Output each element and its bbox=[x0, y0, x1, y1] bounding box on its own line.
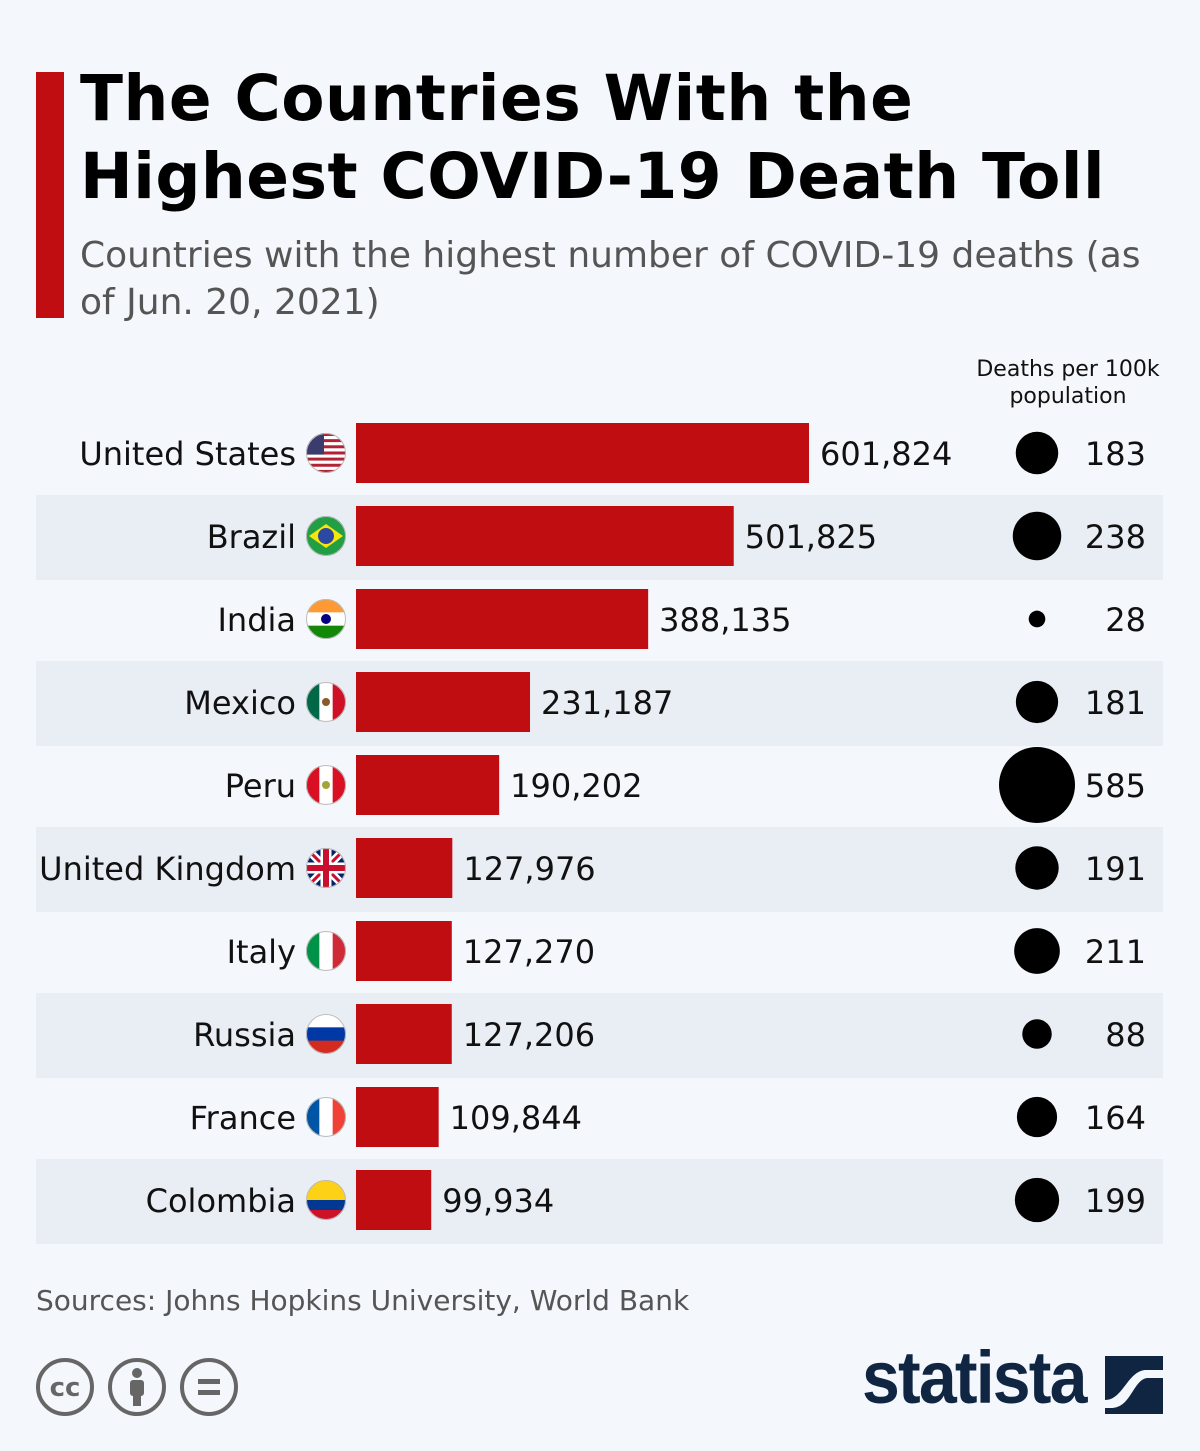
row-band bbox=[36, 993, 1163, 1078]
attribution-icon bbox=[108, 1358, 166, 1416]
column-header-deaths-per-100k: Deaths per 100k population bbox=[976, 357, 1160, 409]
bubble-label: 164 bbox=[1085, 1099, 1146, 1137]
data-label: 127,976 bbox=[463, 850, 595, 888]
bubble bbox=[999, 747, 1075, 823]
title-accent-bar bbox=[36, 72, 64, 318]
svg-text:cc: cc bbox=[50, 1373, 81, 1403]
chart-row: Peru 190,202 585 bbox=[225, 747, 1146, 823]
bubble-label: 183 bbox=[1085, 435, 1146, 473]
row-band bbox=[36, 827, 1163, 912]
bar bbox=[356, 506, 734, 566]
source-note: Sources: Johns Hopkins University, World… bbox=[36, 1284, 690, 1317]
category-label: Russia bbox=[193, 1016, 296, 1054]
bar bbox=[356, 1087, 439, 1147]
category-label: United States bbox=[79, 435, 296, 473]
category-label: France bbox=[190, 1099, 296, 1137]
bubble bbox=[1022, 1019, 1052, 1049]
bubble bbox=[1015, 846, 1059, 890]
chart-row: Italy 127,270 211 bbox=[227, 921, 1146, 981]
bubble-label: 199 bbox=[1085, 1182, 1146, 1220]
bar bbox=[356, 672, 531, 732]
bubble-label: 585 bbox=[1085, 767, 1146, 805]
bubble-label: 238 bbox=[1085, 518, 1146, 556]
data-label: 501,825 bbox=[745, 518, 877, 556]
data-label: 127,270 bbox=[463, 933, 595, 971]
category-label: Peru bbox=[225, 767, 296, 805]
chart-row: France 109,844 164 bbox=[190, 1087, 1146, 1147]
bubble-label: 191 bbox=[1085, 850, 1146, 888]
bar bbox=[356, 423, 809, 483]
data-label: 190,202 bbox=[510, 767, 642, 805]
data-label: 99,934 bbox=[442, 1182, 554, 1220]
category-label: United Kingdom bbox=[39, 850, 296, 888]
brazil-flag-icon bbox=[306, 516, 346, 556]
chart-row: Mexico 231,187 181 bbox=[36, 661, 1163, 746]
chart-row: Colombia 99,934 199 bbox=[36, 1159, 1163, 1244]
bubble-label: 211 bbox=[1085, 933, 1146, 971]
no-derivatives-icon bbox=[180, 1358, 238, 1416]
chart-subtitle: Countries with the highest number of COV… bbox=[80, 235, 1141, 323]
chart-row: United States 601,824 183 bbox=[79, 423, 1146, 483]
bubble bbox=[1012, 511, 1062, 561]
category-label: Italy bbox=[227, 933, 296, 971]
bar bbox=[356, 838, 453, 898]
bar bbox=[356, 921, 452, 981]
colombia-flag-icon bbox=[306, 1180, 346, 1220]
bubble bbox=[1015, 680, 1059, 724]
data-label: 127,206 bbox=[463, 1016, 595, 1054]
bubble bbox=[1028, 610, 1046, 628]
bar bbox=[356, 1170, 432, 1230]
statista-logo: statista bbox=[862, 1336, 1088, 1419]
category-label: Colombia bbox=[146, 1182, 296, 1220]
category-label: Brazil bbox=[207, 518, 296, 556]
bubble-label: 181 bbox=[1085, 684, 1146, 722]
category-label: India bbox=[217, 601, 296, 639]
bar bbox=[356, 1004, 452, 1064]
bubble bbox=[1015, 431, 1059, 475]
statista-logo-mark-icon bbox=[1105, 1356, 1163, 1414]
row-band bbox=[36, 1159, 1163, 1244]
us-flag-icon bbox=[306, 433, 346, 473]
chart-row: Brazil 501,825 238 bbox=[36, 495, 1163, 580]
bubble-label: 28 bbox=[1105, 601, 1146, 639]
data-label: 601,824 bbox=[820, 435, 952, 473]
chart-row: Russia 127,206 88 bbox=[36, 993, 1163, 1078]
chart-row: United Kingdom 127,976 191 bbox=[36, 827, 1163, 912]
category-label: Mexico bbox=[184, 684, 296, 722]
creative-commons-icon: cc bbox=[36, 1358, 94, 1416]
bubble bbox=[1016, 1096, 1058, 1138]
data-label: 231,187 bbox=[541, 684, 673, 722]
uk-flag-icon bbox=[306, 848, 346, 888]
bar bbox=[356, 755, 500, 815]
bubble bbox=[1014, 1177, 1060, 1223]
row-band bbox=[36, 661, 1163, 746]
data-label: 109,844 bbox=[450, 1099, 582, 1137]
chart-title: The Countries With the Highest COVID-19 … bbox=[80, 62, 1106, 213]
chart-row: India 388,135 28 bbox=[217, 589, 1146, 649]
bar bbox=[356, 589, 649, 649]
bubble bbox=[1014, 928, 1060, 974]
data-label: 388,135 bbox=[659, 601, 791, 639]
bubble-label: 88 bbox=[1105, 1016, 1146, 1054]
